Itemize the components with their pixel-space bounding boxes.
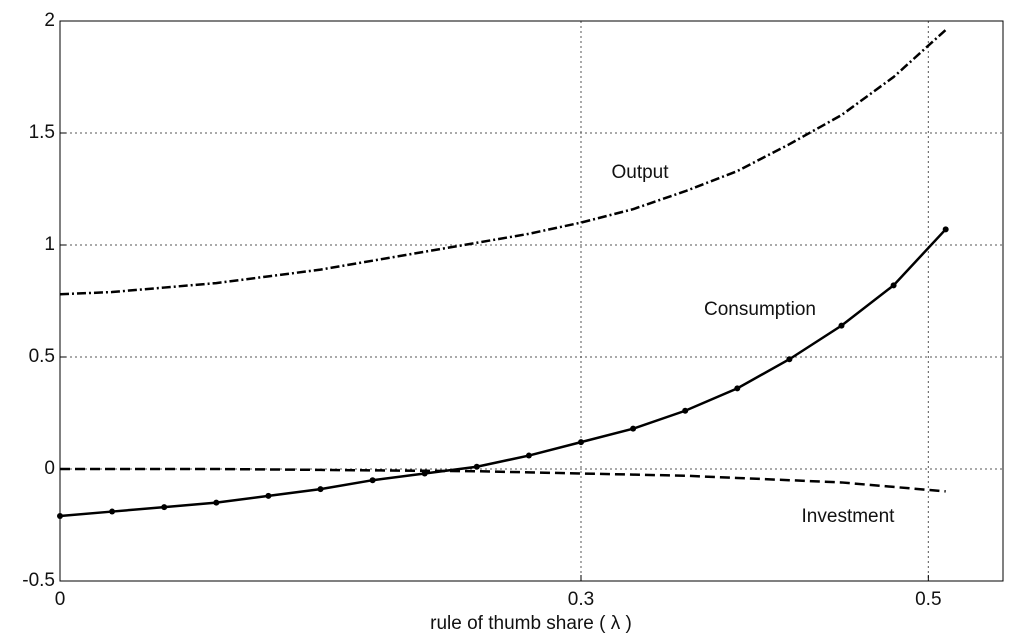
data-point	[57, 513, 63, 520]
y-tick-label: 1	[44, 234, 55, 255]
x-axis-label: rule of thumb share ( λ )	[430, 613, 632, 634]
y-tick-label: 0	[44, 458, 55, 479]
series-line	[59, 29, 947, 296]
data-point	[734, 385, 741, 392]
series-label: Investment	[802, 506, 896, 527]
y-tick-label: -0.5	[22, 570, 55, 591]
y-tick-label: 2	[44, 10, 55, 31]
data-point	[577, 439, 584, 446]
data-point	[630, 425, 637, 432]
series-line	[59, 228, 947, 518]
data-point	[525, 452, 532, 459]
y-tick-label: 1.5	[29, 122, 55, 143]
x-tick-label: 0.5	[915, 589, 941, 610]
data-point	[473, 463, 480, 470]
y-tick-label: 0.5	[29, 346, 55, 367]
plot-background	[60, 21, 1003, 581]
x-tick-label: 0	[55, 589, 66, 610]
data-point	[942, 226, 949, 233]
data-point	[369, 477, 376, 484]
series-line	[60, 467, 946, 493]
data-point	[317, 486, 324, 493]
data-point	[265, 492, 272, 499]
data-point	[890, 282, 897, 289]
plot-frame	[59, 20, 1004, 582]
series-label: Output	[611, 162, 669, 183]
x-tick-label: 0.3	[568, 589, 594, 610]
series-label: Consumption	[704, 299, 816, 320]
data-point	[109, 508, 116, 515]
data-point	[838, 322, 845, 329]
data-point	[161, 504, 168, 511]
data-point	[213, 499, 220, 506]
data-point	[682, 407, 689, 414]
data-point	[786, 356, 793, 363]
